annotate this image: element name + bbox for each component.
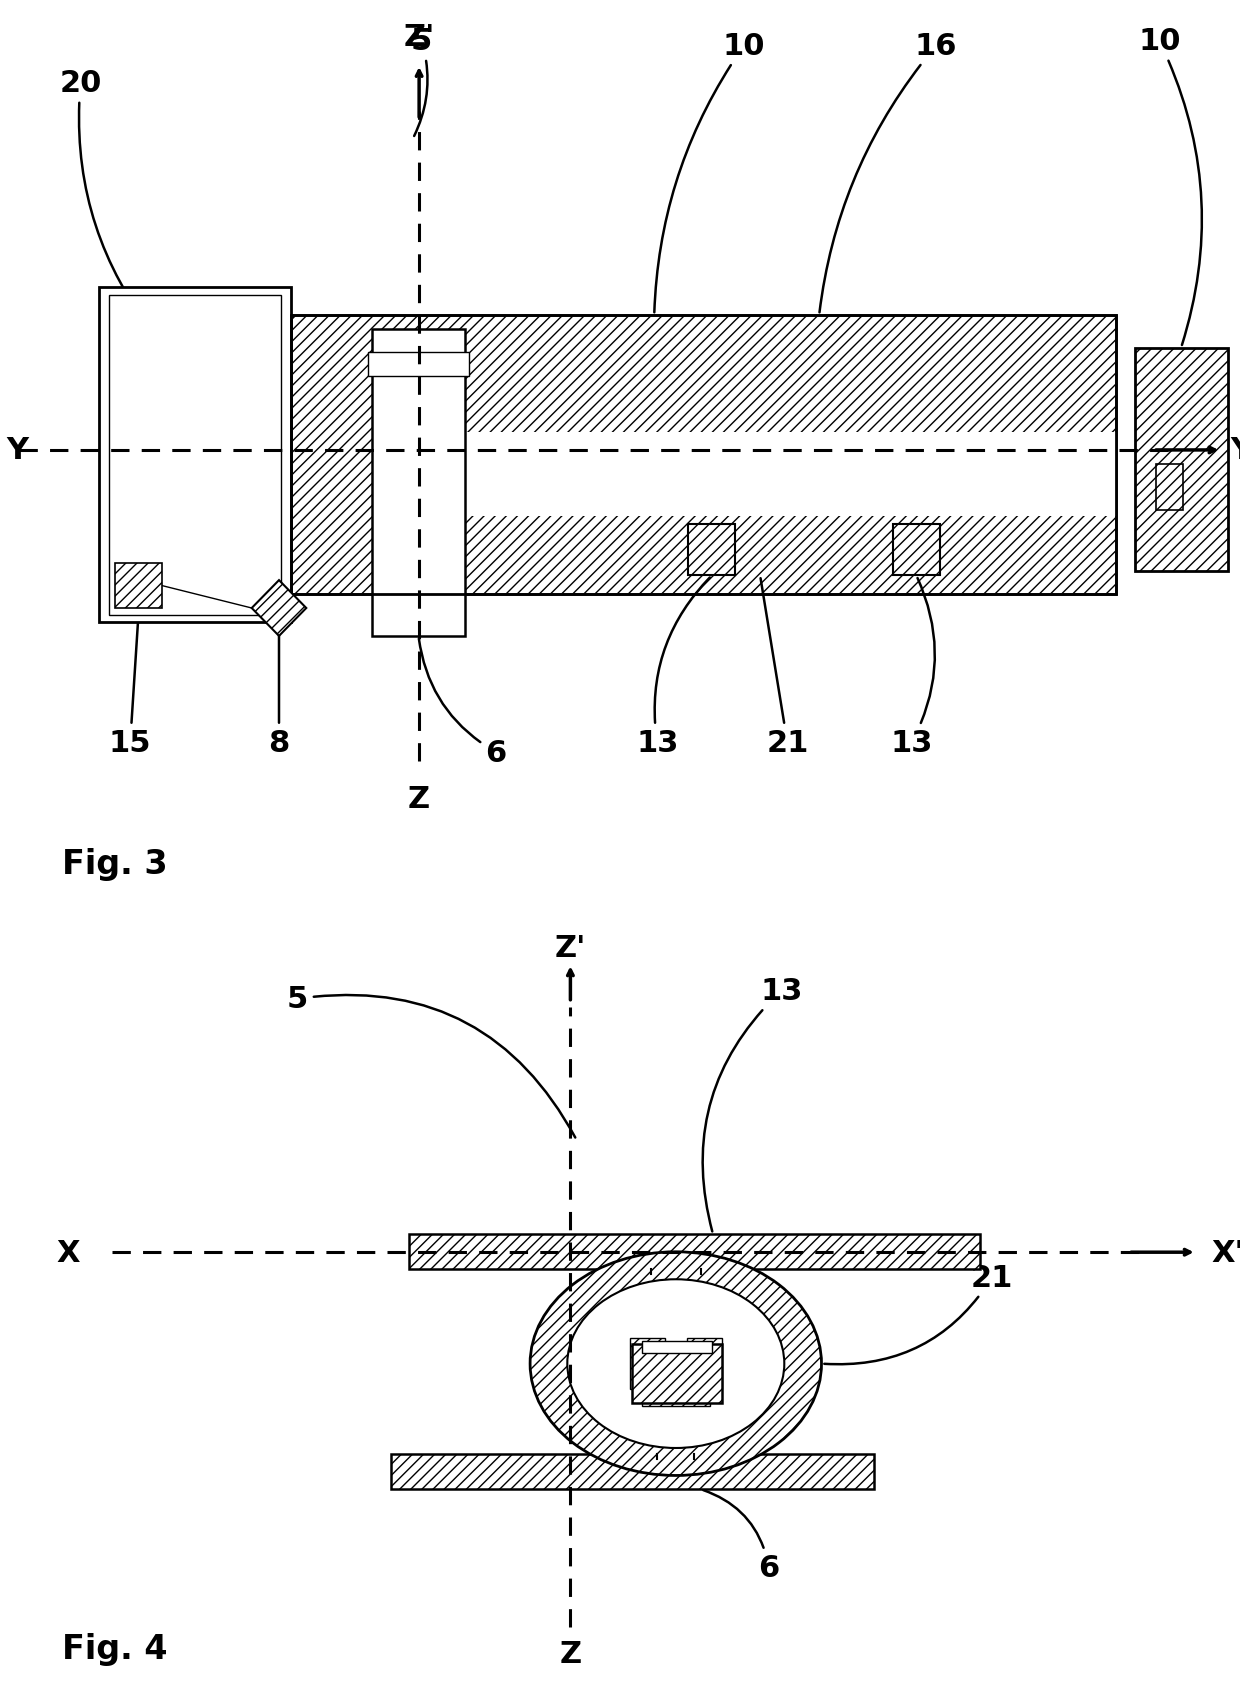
Bar — [291, 315, 1116, 595]
Bar — [99, 288, 291, 622]
Text: 10: 10 — [655, 32, 765, 314]
Text: 10: 10 — [1138, 27, 1202, 346]
Text: 21: 21 — [760, 580, 808, 757]
Text: 20: 20 — [60, 70, 155, 336]
Bar — [893, 525, 940, 576]
Text: 8: 8 — [268, 612, 290, 757]
Polygon shape — [252, 581, 306, 636]
Text: Fig. 4: Fig. 4 — [62, 1632, 167, 1666]
Bar — [687, 1338, 722, 1390]
Text: Z: Z — [408, 784, 430, 813]
Text: 13: 13 — [890, 578, 935, 757]
Text: Y: Y — [6, 436, 29, 465]
Text: 15: 15 — [109, 612, 151, 757]
Text: Y': Y' — [1230, 436, 1240, 465]
Ellipse shape — [568, 1279, 785, 1448]
Bar — [368, 353, 469, 377]
Bar — [642, 1342, 712, 1354]
Text: Z: Z — [559, 1640, 582, 1669]
Bar — [115, 564, 162, 609]
Text: 16: 16 — [820, 32, 957, 314]
Bar — [688, 525, 735, 576]
Bar — [291, 315, 1116, 595]
Bar — [372, 329, 465, 636]
Bar — [409, 1234, 980, 1270]
Text: 6: 6 — [703, 1490, 780, 1582]
Text: 5: 5 — [286, 985, 575, 1137]
Text: 6: 6 — [419, 639, 507, 767]
Bar — [109, 295, 281, 616]
Bar — [1135, 348, 1228, 571]
Bar — [630, 1338, 665, 1390]
Bar — [397, 433, 1116, 517]
Text: 5: 5 — [410, 27, 433, 136]
Text: Z': Z' — [403, 22, 435, 51]
Text: X: X — [57, 1238, 79, 1267]
Text: Fig. 3: Fig. 3 — [62, 847, 167, 880]
Text: Z': Z' — [554, 934, 587, 963]
Text: X': X' — [1211, 1238, 1240, 1267]
Text: 13: 13 — [636, 578, 709, 757]
Bar — [1156, 465, 1183, 512]
Bar — [632, 1344, 722, 1403]
Text: 21: 21 — [825, 1263, 1013, 1364]
Text: 13: 13 — [703, 977, 802, 1231]
Ellipse shape — [531, 1251, 821, 1475]
Bar — [391, 1454, 874, 1490]
Bar — [642, 1390, 711, 1407]
